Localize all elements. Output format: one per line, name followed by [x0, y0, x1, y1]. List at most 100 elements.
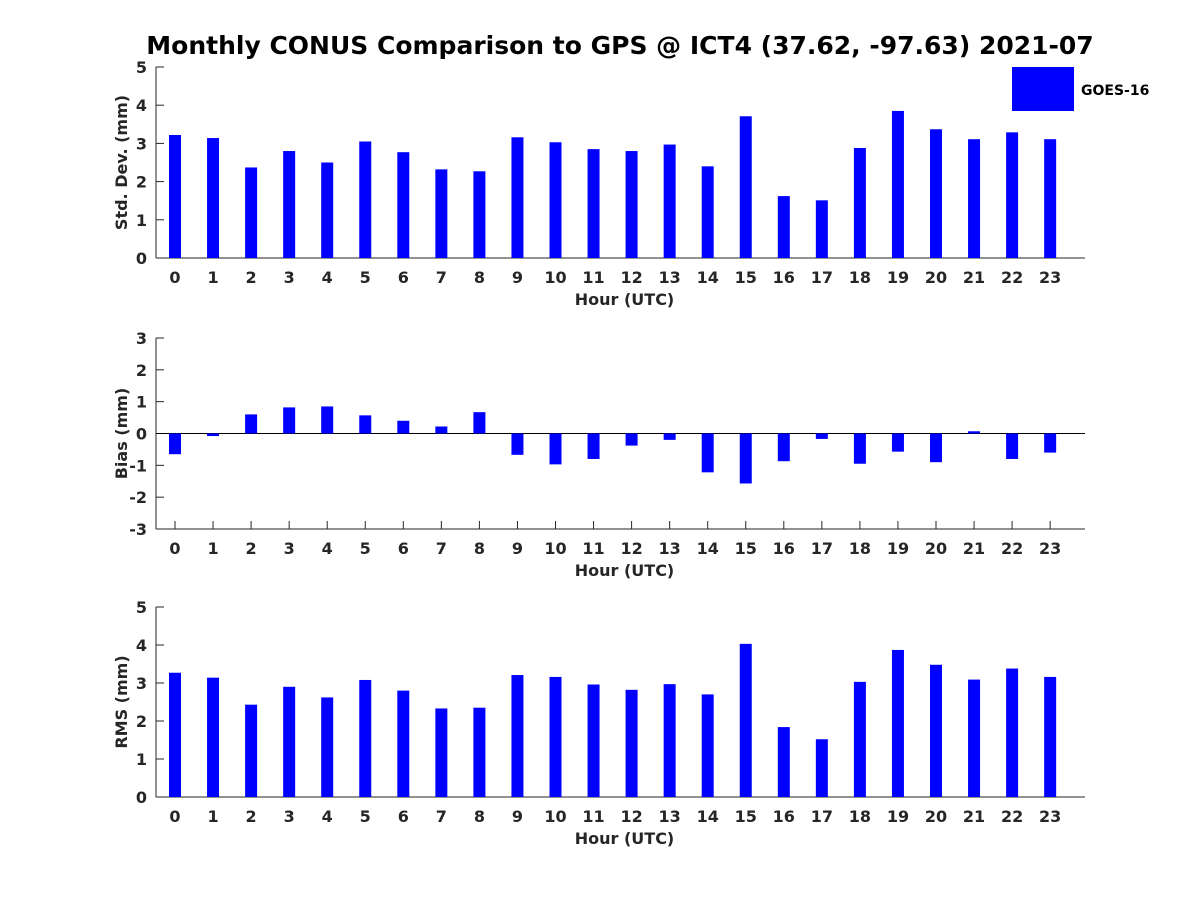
- bar: [663, 433, 676, 440]
- x-tick-label: 22: [1001, 807, 1023, 826]
- x-tick-label: 6: [398, 539, 409, 558]
- y-tick-label: 3: [136, 134, 147, 153]
- bar: [1044, 139, 1057, 258]
- bar: [587, 149, 600, 258]
- x-axis-label: Hour (UTC): [575, 561, 675, 580]
- y-tick-label: 0: [136, 425, 147, 444]
- bar: [207, 433, 220, 437]
- bar: [473, 171, 486, 258]
- bar: [321, 697, 334, 797]
- y-axis-label: RMS (mm): [112, 655, 131, 748]
- x-tick-label: 15: [735, 268, 757, 287]
- x-axis-label: Hour (UTC): [575, 290, 675, 309]
- x-tick-label: 12: [620, 268, 642, 287]
- bar: [891, 433, 904, 452]
- x-tick-label: 21: [963, 268, 985, 287]
- bar: [549, 433, 562, 465]
- x-tick-label: 2: [246, 539, 257, 558]
- bar: [549, 676, 562, 797]
- bar: [283, 407, 296, 434]
- x-tick-label: 1: [207, 539, 218, 558]
- x-tick-label: 13: [659, 807, 681, 826]
- bar: [701, 694, 714, 797]
- bar: [587, 684, 600, 797]
- bar: [435, 169, 448, 258]
- x-axis-label: Hour (UTC): [575, 829, 675, 848]
- bar: [815, 433, 828, 439]
- y-tick-label: -3: [129, 520, 147, 539]
- bar: [815, 200, 828, 258]
- bar: [701, 433, 714, 473]
- x-tick-label: 23: [1039, 807, 1061, 826]
- bar: [359, 415, 372, 434]
- x-tick-label: 22: [1001, 268, 1023, 287]
- bar: [815, 739, 828, 797]
- x-tick-label: 21: [963, 807, 985, 826]
- bar: [283, 151, 296, 258]
- x-tick-label: 17: [811, 807, 833, 826]
- bar: [321, 406, 334, 434]
- bar: [777, 727, 790, 797]
- chart-title: Monthly CONUS Comparison to GPS @ ICT4 (…: [146, 31, 1093, 60]
- x-tick-label: 1: [207, 268, 218, 287]
- bar: [968, 679, 981, 797]
- x-tick-label: 23: [1039, 268, 1061, 287]
- bar: [549, 142, 562, 258]
- bar: [283, 686, 296, 797]
- bar: [853, 147, 866, 258]
- bar: [435, 708, 448, 797]
- bar: [777, 196, 790, 258]
- bar: [587, 433, 600, 459]
- legend-swatch: [1012, 67, 1074, 111]
- x-tick-label: 13: [659, 268, 681, 287]
- bar: [930, 433, 942, 463]
- x-tick-label: 12: [620, 539, 642, 558]
- x-tick-label: 20: [925, 807, 947, 826]
- bar: [968, 431, 981, 434]
- bar: [359, 679, 372, 797]
- x-tick-label: 5: [360, 807, 371, 826]
- x-tick-label: 8: [474, 268, 485, 287]
- x-tick-label: 0: [169, 268, 180, 287]
- x-tick-label: 3: [284, 268, 295, 287]
- bar: [853, 433, 866, 464]
- x-tick-label: 15: [735, 539, 757, 558]
- x-tick-label: 10: [544, 539, 566, 558]
- y-tick-label: 0: [136, 249, 147, 268]
- y-tick-label: -2: [129, 488, 147, 507]
- x-tick-label: 11: [582, 268, 604, 287]
- y-tick-label: -1: [129, 456, 147, 475]
- bar: [739, 433, 752, 484]
- y-axis-label: Bias (mm): [112, 388, 131, 480]
- bar: [511, 675, 524, 797]
- y-tick-label: 1: [136, 211, 147, 230]
- x-tick-label: 21: [963, 539, 985, 558]
- bar: [397, 690, 410, 797]
- x-tick-label: 7: [436, 539, 447, 558]
- bar: [968, 139, 981, 258]
- bar: [397, 420, 410, 434]
- x-tick-label: 10: [544, 268, 566, 287]
- x-tick-label: 1: [207, 807, 218, 826]
- x-tick-label: 22: [1001, 539, 1023, 558]
- x-tick-label: 7: [436, 268, 447, 287]
- y-tick-label: 1: [136, 750, 147, 769]
- bar: [930, 129, 942, 258]
- bar: [207, 138, 220, 258]
- y-tick-label: 4: [136, 636, 147, 655]
- x-tick-label: 19: [887, 268, 909, 287]
- x-tick-label: 2: [246, 807, 257, 826]
- bar: [739, 116, 752, 258]
- y-tick-label: 3: [136, 674, 147, 693]
- x-tick-label: 20: [925, 268, 947, 287]
- x-tick-label: 14: [697, 807, 719, 826]
- bar: [359, 141, 372, 258]
- bar: [1044, 676, 1057, 797]
- bar: [321, 162, 334, 258]
- x-tick-label: 13: [659, 539, 681, 558]
- bar: [511, 137, 524, 258]
- x-tick-label: 19: [887, 539, 909, 558]
- x-tick-label: 8: [474, 539, 485, 558]
